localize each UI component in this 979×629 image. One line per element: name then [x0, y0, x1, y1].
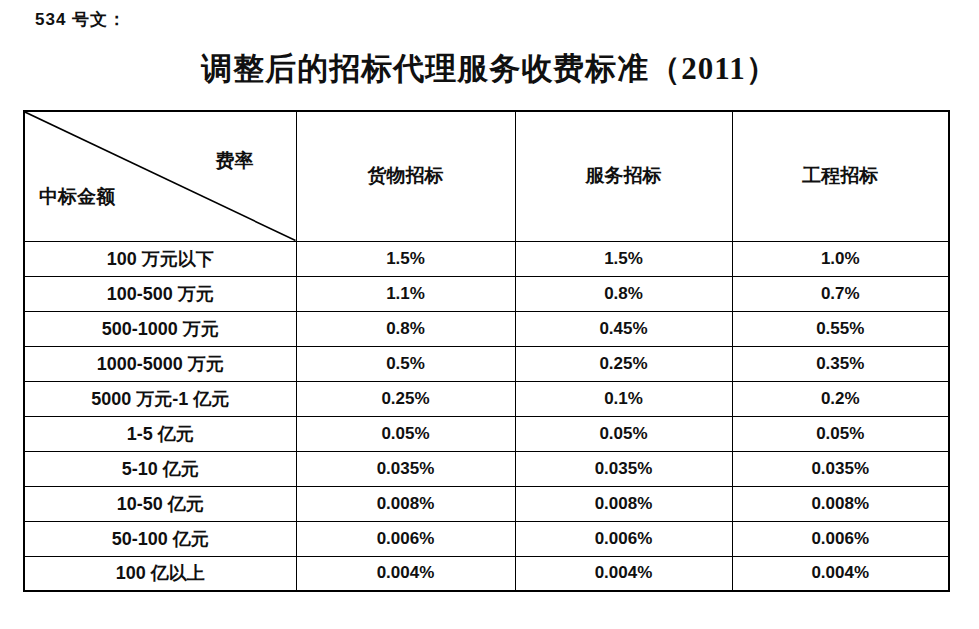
row-label: 500-1000 万元 — [24, 311, 296, 346]
rate-cell: 0.05% — [296, 416, 515, 451]
column-header-goods: 货物招标 — [296, 111, 515, 241]
rate-cell: 0.8% — [515, 276, 732, 311]
rate-cell: 0.006% — [515, 521, 732, 556]
rate-cell: 0.25% — [515, 346, 732, 381]
table-row: 100 亿以上 0.004% 0.004% 0.004% — [24, 556, 949, 591]
table-row: 1000-5000 万元 0.5% 0.25% 0.35% — [24, 346, 949, 381]
rate-cell: 0.45% — [515, 311, 732, 346]
row-label: 100-500 万元 — [24, 276, 296, 311]
row-label: 10-50 亿元 — [24, 486, 296, 521]
row-label: 100 万元以下 — [24, 241, 296, 276]
row-label: 5000 万元-1 亿元 — [24, 381, 296, 416]
diagonal-corner-cell: 费率 中标金额 — [24, 111, 296, 241]
table-row: 100-500 万元 1.1% 0.8% 0.7% — [24, 276, 949, 311]
fee-table-container: 费率 中标金额 货物招标 服务招标 工程招标 100 万元以下 1.5% 1.5… — [23, 110, 950, 592]
rate-cell: 1.1% — [296, 276, 515, 311]
corner-label-amount: 中标金额 — [39, 184, 115, 210]
rate-cell: 1.5% — [515, 241, 732, 276]
table-row: 100 万元以下 1.5% 1.5% 1.0% — [24, 241, 949, 276]
rate-cell: 0.035% — [515, 451, 732, 486]
rate-cell: 0.008% — [515, 486, 732, 521]
column-header-engineering: 工程招标 — [732, 111, 949, 241]
rate-cell: 0.004% — [732, 556, 949, 591]
rate-cell: 0.004% — [296, 556, 515, 591]
rate-cell: 0.7% — [732, 276, 949, 311]
rate-cell: 0.035% — [732, 451, 949, 486]
rate-cell: 0.05% — [732, 416, 949, 451]
row-label: 50-100 亿元 — [24, 521, 296, 556]
row-label: 1000-5000 万元 — [24, 346, 296, 381]
rate-cell: 0.25% — [296, 381, 515, 416]
rate-cell: 0.35% — [732, 346, 949, 381]
table-row: 10-50 亿元 0.008% 0.008% 0.008% — [24, 486, 949, 521]
rate-cell: 0.05% — [515, 416, 732, 451]
row-label: 1-5 亿元 — [24, 416, 296, 451]
rate-cell: 0.006% — [296, 521, 515, 556]
row-label: 100 亿以上 — [24, 556, 296, 591]
rate-cell: 0.5% — [296, 346, 515, 381]
rate-cell: 1.5% — [296, 241, 515, 276]
table-row: 1-5 亿元 0.05% 0.05% 0.05% — [24, 416, 949, 451]
column-header-services: 服务招标 — [515, 111, 732, 241]
rate-cell: 0.1% — [515, 381, 732, 416]
rate-cell: 0.2% — [732, 381, 949, 416]
table-row: 500-1000 万元 0.8% 0.45% 0.55% — [24, 311, 949, 346]
corner-label-rate: 费率 — [216, 148, 254, 174]
table-row: 5000 万元-1 亿元 0.25% 0.1% 0.2% — [24, 381, 949, 416]
page-title: 调整后的招标代理服务收费标准（2011） — [0, 48, 979, 90]
rate-cell: 1.0% — [732, 241, 949, 276]
table-row: 50-100 亿元 0.006% 0.006% 0.006% — [24, 521, 949, 556]
rate-cell: 0.008% — [296, 486, 515, 521]
table-header-row: 费率 中标金额 货物招标 服务招标 工程招标 — [24, 111, 949, 241]
rate-cell: 0.004% — [515, 556, 732, 591]
doc-reference-label: 534 号文： — [35, 8, 126, 31]
rate-cell: 0.8% — [296, 311, 515, 346]
rate-cell: 0.55% — [732, 311, 949, 346]
fee-rate-table: 费率 中标金额 货物招标 服务招标 工程招标 100 万元以下 1.5% 1.5… — [23, 110, 950, 592]
rate-cell: 0.035% — [296, 451, 515, 486]
diagonal-divider-line — [25, 112, 296, 241]
rate-cell: 0.006% — [732, 521, 949, 556]
rate-cell: 0.008% — [732, 486, 949, 521]
row-label: 5-10 亿元 — [24, 451, 296, 486]
table-row: 5-10 亿元 0.035% 0.035% 0.035% — [24, 451, 949, 486]
